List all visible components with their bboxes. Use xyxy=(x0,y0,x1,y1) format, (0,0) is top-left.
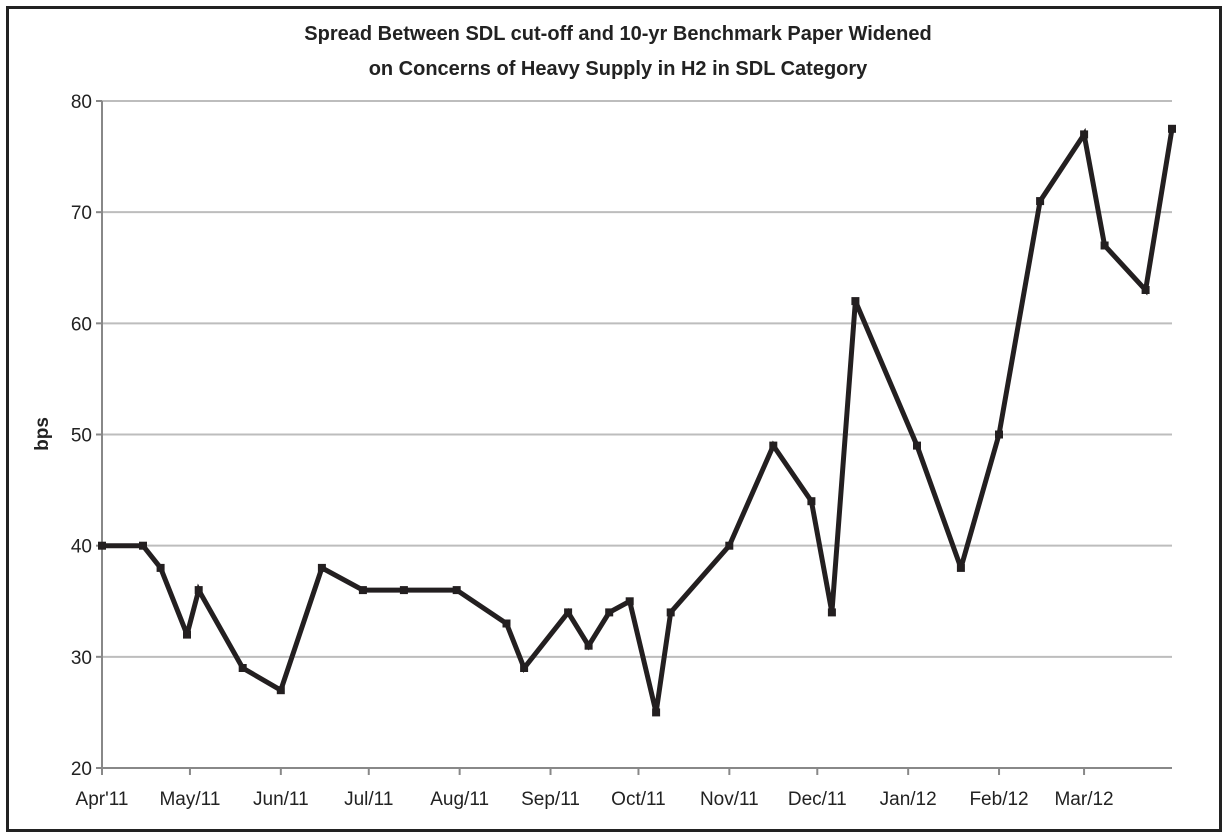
data-point xyxy=(995,430,1003,439)
data-point xyxy=(139,541,147,550)
data-point xyxy=(1141,286,1150,294)
data-point xyxy=(183,630,191,639)
data-point xyxy=(725,541,734,550)
data-point xyxy=(956,563,965,572)
series-layer xyxy=(98,124,1176,717)
data-point xyxy=(807,497,816,506)
x-tick-label: Oct/11 xyxy=(611,789,666,810)
grid xyxy=(102,100,1172,658)
data-point xyxy=(399,586,408,595)
data-point xyxy=(358,586,367,595)
axes: 20 30 40 50 60 70 80 Apr'11 May/11 Jun/11 Jul/11 Au… xyxy=(71,92,1172,810)
x-tick-label: May/11 xyxy=(159,789,220,810)
data-point xyxy=(851,297,860,306)
y-tick-label: 20 xyxy=(71,759,92,780)
data-point xyxy=(1168,124,1176,133)
y-tick-label: 80 xyxy=(71,92,92,113)
x-tick-label: Sep/11 xyxy=(521,789,580,810)
data-point xyxy=(317,563,326,572)
y-tick-label: 40 xyxy=(71,537,92,558)
x-tick-label: Aug/11 xyxy=(430,789,489,810)
data-point xyxy=(666,608,675,617)
chart-title-line-2: on Concerns of Heavy Supply in H2 in SDL… xyxy=(369,58,868,80)
chart-title-line-1: Spread Between SDL cut-off and 10-yr Ben… xyxy=(304,23,931,45)
y-tick-label: 60 xyxy=(71,314,92,335)
data-point xyxy=(1080,130,1089,139)
y-tick-label: 30 xyxy=(71,648,92,669)
y-tick-label: 70 xyxy=(71,203,92,224)
data-point xyxy=(502,619,511,628)
data-point xyxy=(156,563,165,572)
data-point xyxy=(520,664,529,672)
data-point xyxy=(769,441,778,450)
data-point xyxy=(194,586,203,595)
x-tick-label: Jul/11 xyxy=(344,789,393,810)
chart-frame xyxy=(6,6,1222,832)
data-point xyxy=(827,608,836,617)
series-line xyxy=(102,127,1175,713)
data-point xyxy=(605,608,614,617)
x-tick-label: Jan/12 xyxy=(880,789,937,810)
x-tick-label: Jun/11 xyxy=(253,789,309,810)
data-point xyxy=(1100,241,1109,250)
x-tick-label: Mar/12 xyxy=(1054,789,1113,810)
x-tick-label: Nov/11 xyxy=(700,789,759,810)
data-point xyxy=(913,441,921,450)
x-tick-label: Apr'11 xyxy=(76,789,129,810)
data-point xyxy=(652,708,661,717)
y-axis-label: bps xyxy=(32,417,53,451)
data-point xyxy=(276,686,285,695)
data-point xyxy=(584,641,593,650)
data-point xyxy=(98,541,106,550)
data-point xyxy=(452,586,461,595)
x-tick-label: Feb/12 xyxy=(969,789,1028,810)
data-point xyxy=(625,597,634,606)
y-tick-label: 50 xyxy=(71,426,92,447)
data-point xyxy=(564,608,573,617)
data-point xyxy=(238,664,247,672)
x-tick-label: Dec/11 xyxy=(788,789,847,810)
data-point xyxy=(1036,197,1045,206)
